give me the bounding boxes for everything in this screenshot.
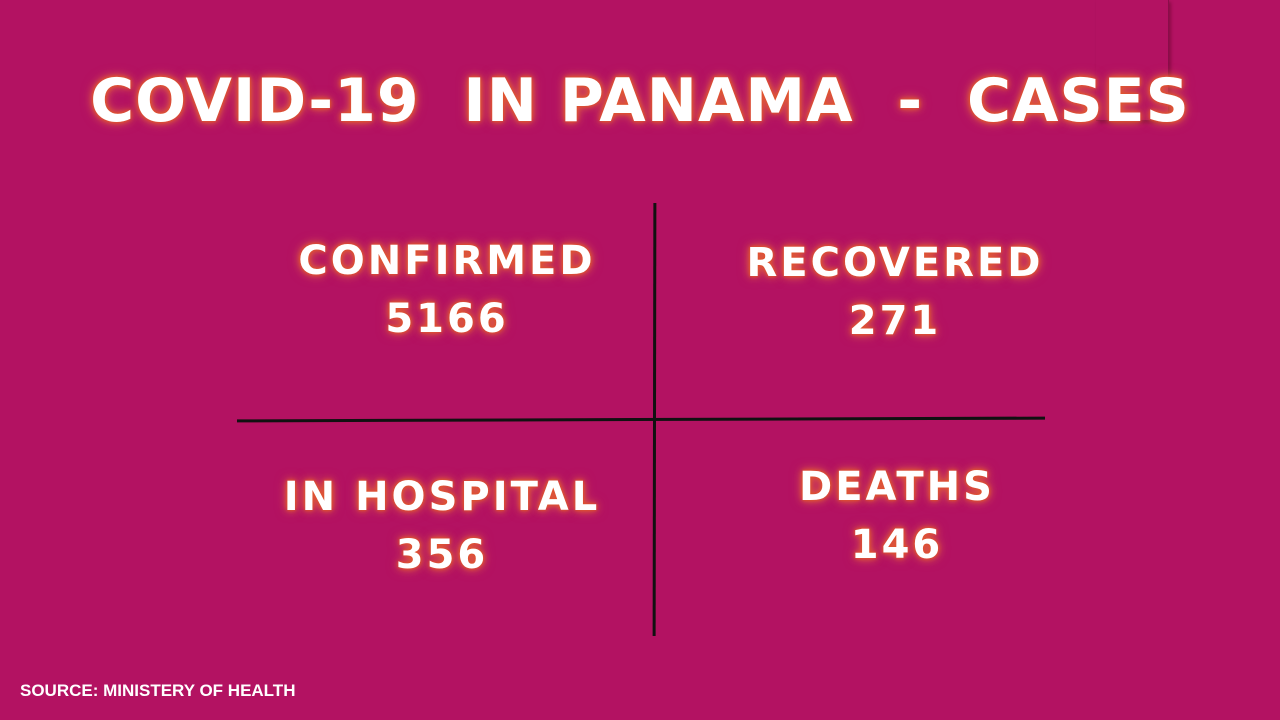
confirmed-stat: CONFIRMED 5166 [247,238,647,342]
decorative-rectangle [1096,0,1169,121]
in-hospital-stat: IN HOSPITAL 356 [242,474,642,578]
stat-label: CONFIRMED [298,238,596,284]
stat-label: RECOVERED [746,240,1044,286]
stat-value: 5166 [385,296,509,342]
stat-label: DEATHS [799,464,995,510]
stat-value: 271 [848,298,942,344]
deaths-stat: DEATHS 146 [697,464,1097,568]
stat-label: IN HOSPITAL [283,474,601,520]
stat-value: 146 [850,522,944,568]
horizontal-divider [236,416,1046,423]
recovered-stat: RECOVERED 271 [695,240,1095,344]
source-note: SOURCE: MINISTERY OF HEALTH [20,681,296,700]
stat-value: 356 [395,532,489,578]
slide-title: COVID-19 IN PANAMA - CASES [90,66,1190,136]
